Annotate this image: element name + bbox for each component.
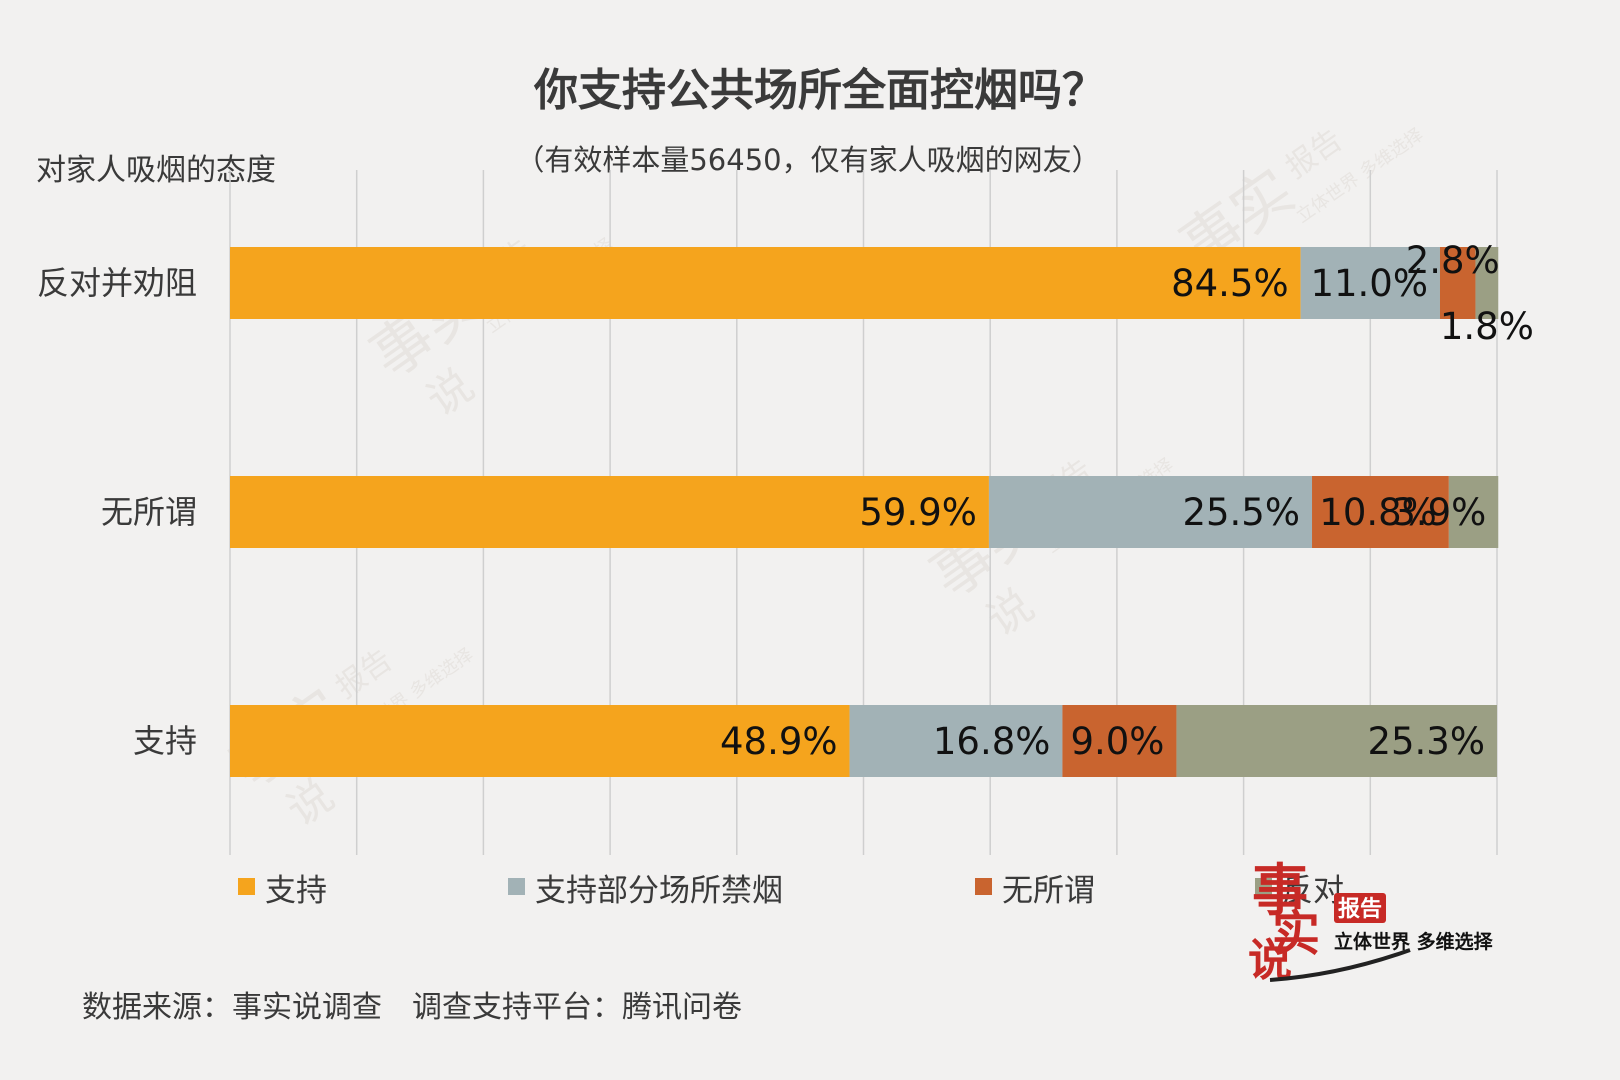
legend-label: 支持 [265,873,327,909]
logo-slogan: 立体世界 多维选择 [1334,930,1494,953]
legend: 支持 支持部分场所禁烟 无所谓 反对 [238,873,1344,909]
chart-subtitle: （有效样本量56450，仅有家人吸烟的网友） [515,143,1100,177]
data-label: 10.8% [1319,491,1437,534]
data-label: 3.9% [1392,491,1486,534]
data-label: 1.8% [1440,305,1534,348]
data-label: 48.9% [720,720,838,763]
bar-segment [849,705,1063,777]
bars [230,247,1499,777]
bar-segment [1448,476,1499,548]
bar-segment [1062,705,1177,777]
source-note: 数据来源：事实说调查 调查支持平台：腾讯问卷 [82,990,742,1025]
data-label: 16.8% [933,720,1051,763]
data-label: 84.5% [1171,262,1289,305]
brand-logo: 事 实 说 报告 立体世界 多维选择 [1248,858,1494,986]
legend-label: 支持部分场所禁烟 [535,873,783,909]
svg-text:报告: 报告 [1280,123,1349,186]
legend-label: 反对 [1282,873,1344,909]
bar-segment [1176,705,1497,777]
logo-brush-stroke [1269,948,1411,982]
data-label: 2.8% [1406,239,1500,282]
category-label: 支持 [133,722,197,760]
bar-segment [230,247,1301,319]
category-label: 反对并劝阻 [37,264,197,302]
y-axis-title: 对家人吸烟的态度 [36,153,276,188]
data-label: 9.0% [1070,720,1164,763]
bar-segment [988,476,1313,548]
data-label: 11.0% [1310,262,1428,305]
data-label: 59.9% [859,491,977,534]
data-label: 25.3% [1367,720,1485,763]
bar-segment [1312,476,1449,548]
legend-swatch [1255,878,1272,895]
svg-text:报告: 报告 [330,643,399,706]
logo-badge-background [1334,893,1386,923]
legend-swatch [238,878,255,895]
bar-segment [230,705,850,777]
logo-char-mid: 实 [1272,906,1320,962]
chart-title: 你支持公共场所全面控烟吗？ [533,65,1106,116]
bar-segment [230,476,989,548]
data-label: 25.5% [1182,491,1300,534]
bar-segment [1439,247,1476,319]
logo-badge-text: 报告 [1338,896,1382,922]
bar-segment [1475,247,1499,319]
legend-swatch [508,878,525,895]
bar-segment [1300,247,1440,319]
logo-char-top: 事 [1252,858,1308,924]
category-label: 无所谓 [101,493,197,531]
data-labels: 84.5% 11.0%2.8% 1.8% 59.9% 25.5% 10.8%3.9% 48.… [720,239,1534,763]
legend-label: 无所谓 [1002,873,1095,909]
legend-swatch [975,878,992,895]
